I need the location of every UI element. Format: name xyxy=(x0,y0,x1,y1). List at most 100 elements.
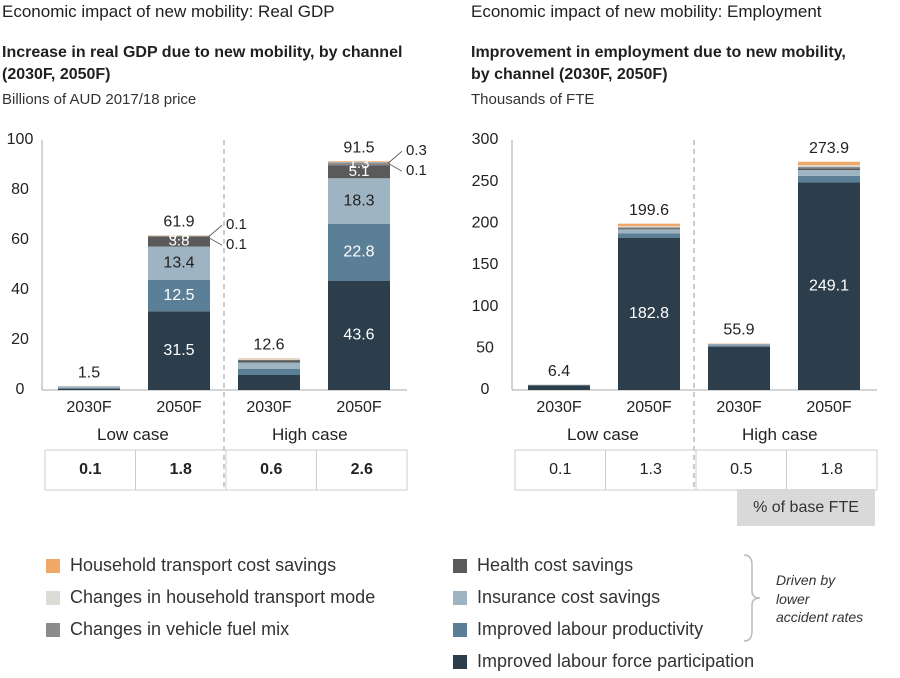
bar-segment-label: 43.6 xyxy=(343,327,374,344)
x-tick-label: 2030F xyxy=(716,399,762,416)
left-group-low-case: Low case xyxy=(97,425,169,444)
bar-segment xyxy=(798,166,860,169)
bar-segment-label: 31.5 xyxy=(163,342,194,359)
driven-by-line3: accident rates xyxy=(776,609,864,625)
bar-segment xyxy=(238,375,300,390)
bar-segment xyxy=(148,246,210,280)
bar-segment xyxy=(238,360,300,363)
bar-segment xyxy=(618,223,680,227)
bar-segment-label: 0.5 xyxy=(169,227,190,244)
legend-label: Household transport cost savings xyxy=(70,555,337,575)
bar-segment-label: 22.8 xyxy=(343,244,374,261)
bar-segment xyxy=(618,233,680,238)
driven-by-line2: lower xyxy=(776,591,810,607)
y-tick-label: 300 xyxy=(472,131,499,148)
x-tick-label: 2030F xyxy=(66,399,112,416)
callout-label: 0.1 xyxy=(226,216,247,233)
x-tick-label: 2050F xyxy=(806,399,852,416)
left-unit-label: Billions of AUD 2017/18 price xyxy=(2,91,197,108)
y-tick-label: 40 xyxy=(11,281,29,298)
legend-item-household-transport-cost: Household transport cost savings xyxy=(46,555,336,576)
y-tick-label: 60 xyxy=(11,231,29,248)
bar-total-label: 91.5 xyxy=(343,139,374,156)
bar-total-label: 61.9 xyxy=(163,213,194,230)
legend-item-insurance-cost: Insurance cost savings xyxy=(453,587,660,608)
legend-item-household-transport-mode: Changes in household transport mode xyxy=(46,587,375,608)
callout-leader-line xyxy=(387,162,403,172)
legend-swatch xyxy=(46,590,60,605)
bar-segment xyxy=(798,165,860,167)
bar-segment xyxy=(798,182,860,390)
bar-total-label: 6.4 xyxy=(548,363,570,380)
callout-leader-line xyxy=(207,236,223,246)
bar-segment xyxy=(798,170,860,176)
y-tick-label: 20 xyxy=(11,331,29,348)
legend-label: Insurance cost savings xyxy=(477,587,661,607)
bar-segment xyxy=(618,226,680,228)
left-chart-title: Economic impact of new mobility: Real GD… xyxy=(2,2,335,21)
right-unit-label: Thousands of FTE xyxy=(471,91,595,108)
callout-label: 0.1 xyxy=(226,236,247,253)
bar-segment xyxy=(238,369,300,375)
y-tick-label: 150 xyxy=(472,256,499,273)
right-group-low-case: Low case xyxy=(567,425,639,444)
brace-icon xyxy=(743,554,761,642)
legend-item-labour-force-participation: Improved labour force participation xyxy=(453,651,754,672)
bar-segment xyxy=(58,386,120,388)
legend-label: Changes in vehicle fuel mix xyxy=(70,619,290,639)
bar-total-label: 55.9 xyxy=(723,322,754,339)
y-tick-label: 0 xyxy=(16,381,25,398)
bar-segment xyxy=(618,227,680,229)
pct-table-cell: 0.1 xyxy=(549,461,571,478)
pct-table-cell: 0.5 xyxy=(730,461,752,478)
legend-label: Improved labour productivity xyxy=(477,619,704,639)
bar-segment xyxy=(618,237,680,390)
bar-segment xyxy=(618,228,680,230)
bar-segment xyxy=(328,161,390,162)
legend-swatch xyxy=(46,558,60,573)
bar-total-label: 1.5 xyxy=(78,364,100,381)
bar-segment xyxy=(328,178,390,224)
bar-segment xyxy=(238,359,300,361)
bar-segment xyxy=(328,224,390,281)
pct-table-cell: 1.3 xyxy=(640,461,662,478)
bar-total-label: 273.9 xyxy=(809,140,849,157)
legend-label: Changes in household transport mode xyxy=(70,587,376,607)
x-tick-label: 2050F xyxy=(156,399,202,416)
callout-leader-line xyxy=(387,150,403,164)
bar-segment-label: 5.1 xyxy=(349,163,370,180)
left-subtitle-line2: (2030F, 2050F) xyxy=(2,66,111,83)
bar-segment xyxy=(148,235,210,237)
y-tick-label: 80 xyxy=(11,181,29,198)
callout-leader-line xyxy=(207,224,223,238)
bar-segment xyxy=(708,345,770,347)
bar-segment xyxy=(238,359,300,360)
bar-segment xyxy=(798,175,860,183)
legend-swatch xyxy=(46,622,60,637)
right-subtitle-line2: by channel (2030F, 2050F) xyxy=(471,66,668,83)
bar-segment-label: 12.5 xyxy=(163,287,194,304)
y-tick-label: 250 xyxy=(472,173,499,190)
y-tick-label: 200 xyxy=(472,215,499,232)
bar-segment xyxy=(148,280,210,312)
legend-label: Health cost savings xyxy=(477,555,634,575)
pct-table-cell: 1.8 xyxy=(170,461,192,478)
bar-segment xyxy=(58,387,120,389)
bar-segment-label: 182.8 xyxy=(629,305,669,322)
legend-swatch xyxy=(453,558,467,573)
right-chart-title: Economic impact of new mobility: Employm… xyxy=(471,2,822,21)
driven-by-line1: Driven by xyxy=(776,572,836,588)
bar-total-label: 199.6 xyxy=(629,202,669,219)
left-subtitle-line1: Increase in real GDP due to new mobility… xyxy=(2,44,403,61)
legend-swatch xyxy=(453,654,467,669)
legend-label: Improved labour force participation xyxy=(477,651,755,671)
legend-item-health-cost: Health cost savings xyxy=(453,555,633,576)
bar-segment xyxy=(328,281,390,390)
bar-segment xyxy=(148,237,210,247)
y-tick-label: 50 xyxy=(476,340,494,357)
bar-segment xyxy=(148,311,210,390)
x-tick-label: 2050F xyxy=(626,399,672,416)
y-tick-label: 100 xyxy=(472,298,499,315)
bar-total-label: 12.6 xyxy=(253,337,284,354)
x-tick-label: 2030F xyxy=(246,399,292,416)
